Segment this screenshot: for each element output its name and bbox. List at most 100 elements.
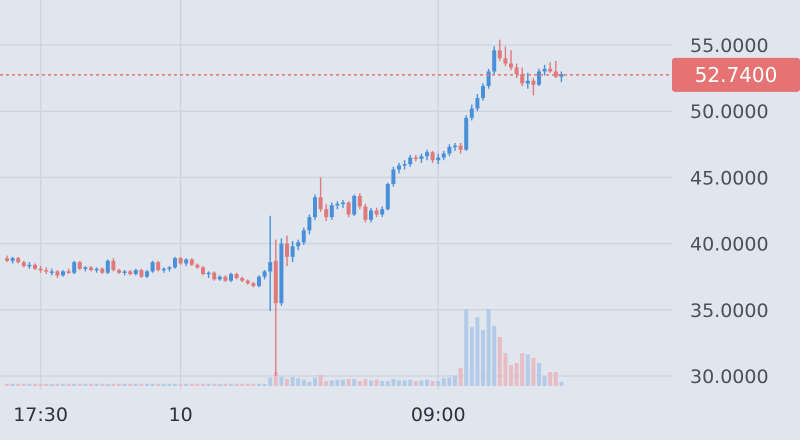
- volume-bar: [66, 383, 71, 386]
- candle: [346, 201, 351, 218]
- candle: [402, 160, 407, 170]
- volume-bar: [223, 383, 228, 386]
- candle-body: [245, 280, 250, 284]
- volume-bar: [83, 383, 88, 386]
- candle: [329, 202, 334, 220]
- volume-bar: [397, 380, 401, 386]
- volume-bar: [402, 380, 407, 386]
- volume-bar: [509, 365, 513, 386]
- volume-bar: [464, 309, 469, 386]
- candle: [55, 270, 60, 279]
- volume-bar: [268, 377, 273, 386]
- candle: [245, 279, 250, 285]
- volume-bar: [240, 383, 245, 386]
- candle-body: [408, 157, 413, 165]
- candle: [520, 67, 525, 87]
- volume-bar: [156, 383, 161, 386]
- x-tick-label: 10: [169, 404, 193, 426]
- volume-bar: [531, 358, 536, 386]
- volume-bar: [285, 379, 289, 386]
- volume-bar: [279, 376, 284, 386]
- candle: [391, 166, 396, 187]
- candle-body: [413, 157, 418, 160]
- volume-bar: [27, 383, 32, 386]
- candle: [44, 267, 49, 275]
- candle-body: [223, 276, 228, 281]
- candle: [184, 258, 189, 267]
- candle: [5, 255, 9, 263]
- candle: [201, 266, 205, 276]
- y-tick-label: 55.0000: [690, 35, 769, 57]
- candle-body: [441, 153, 446, 158]
- candle-body: [72, 262, 77, 273]
- candle-body: [296, 242, 301, 247]
- candle-body: [21, 262, 26, 267]
- current-price-label: 52.7400: [695, 63, 778, 87]
- candle: [273, 239, 278, 376]
- candle-body: [553, 71, 558, 77]
- volume-bar: [335, 379, 340, 386]
- volume-bar: [44, 383, 49, 386]
- volume-bar: [262, 383, 267, 386]
- candle-body: [329, 205, 334, 218]
- candle-body: [464, 117, 469, 150]
- candle-body: [369, 210, 373, 220]
- candle-body: [240, 278, 245, 281]
- volume-bar: [537, 362, 541, 386]
- candle-body: [380, 209, 385, 215]
- candle-body: [374, 210, 379, 215]
- volume-bar: [117, 383, 121, 386]
- volume-bar: [167, 383, 172, 386]
- candle: [234, 272, 239, 280]
- candle-body: [548, 68, 553, 72]
- volume-bar: [72, 383, 77, 386]
- volume-bar: [329, 380, 334, 386]
- volume-bar: [55, 383, 60, 386]
- volume-bar: [49, 383, 54, 386]
- candle-body: [257, 276, 261, 286]
- volume-bar: [436, 381, 441, 386]
- volume-bar: [357, 381, 362, 386]
- candle-body: [206, 272, 211, 275]
- volume-bar: [313, 377, 317, 386]
- candle-body: [195, 264, 200, 268]
- candle-body: [531, 80, 536, 85]
- volume-bar: [150, 383, 155, 386]
- candle-body: [178, 258, 183, 264]
- y-tick-label: 35.0000: [690, 300, 769, 322]
- candle-body: [117, 270, 121, 273]
- candle-body: [430, 152, 435, 161]
- candle: [83, 266, 88, 272]
- volume-bar: [441, 378, 446, 386]
- candle-body: [475, 97, 480, 109]
- volume-bar: [324, 381, 329, 386]
- candle-body: [453, 145, 457, 148]
- candle: [469, 104, 474, 121]
- candle: [61, 270, 65, 277]
- volume-bar: [525, 354, 530, 386]
- volume-bar: [497, 337, 502, 386]
- volume-bar: [5, 383, 9, 386]
- candle: [369, 207, 373, 223]
- candle-body: [335, 203, 340, 206]
- candle: [189, 258, 194, 267]
- volume-bar: [341, 379, 345, 386]
- candle: [251, 281, 256, 288]
- candle: [161, 267, 166, 273]
- candle: [133, 268, 138, 276]
- candle-body: [262, 271, 267, 277]
- current-price-badge: [672, 57, 800, 92]
- candle-body: [290, 246, 295, 257]
- candle: [430, 150, 435, 163]
- candle: [419, 153, 424, 163]
- volume-bar: [16, 383, 21, 386]
- volume-bar: [369, 380, 373, 386]
- candle: [458, 142, 463, 154]
- volume-bar: [195, 383, 200, 386]
- volume-bar: [430, 381, 435, 386]
- candle-body: [27, 264, 32, 267]
- volume-bar: [380, 381, 385, 386]
- volume-bar: [363, 379, 368, 386]
